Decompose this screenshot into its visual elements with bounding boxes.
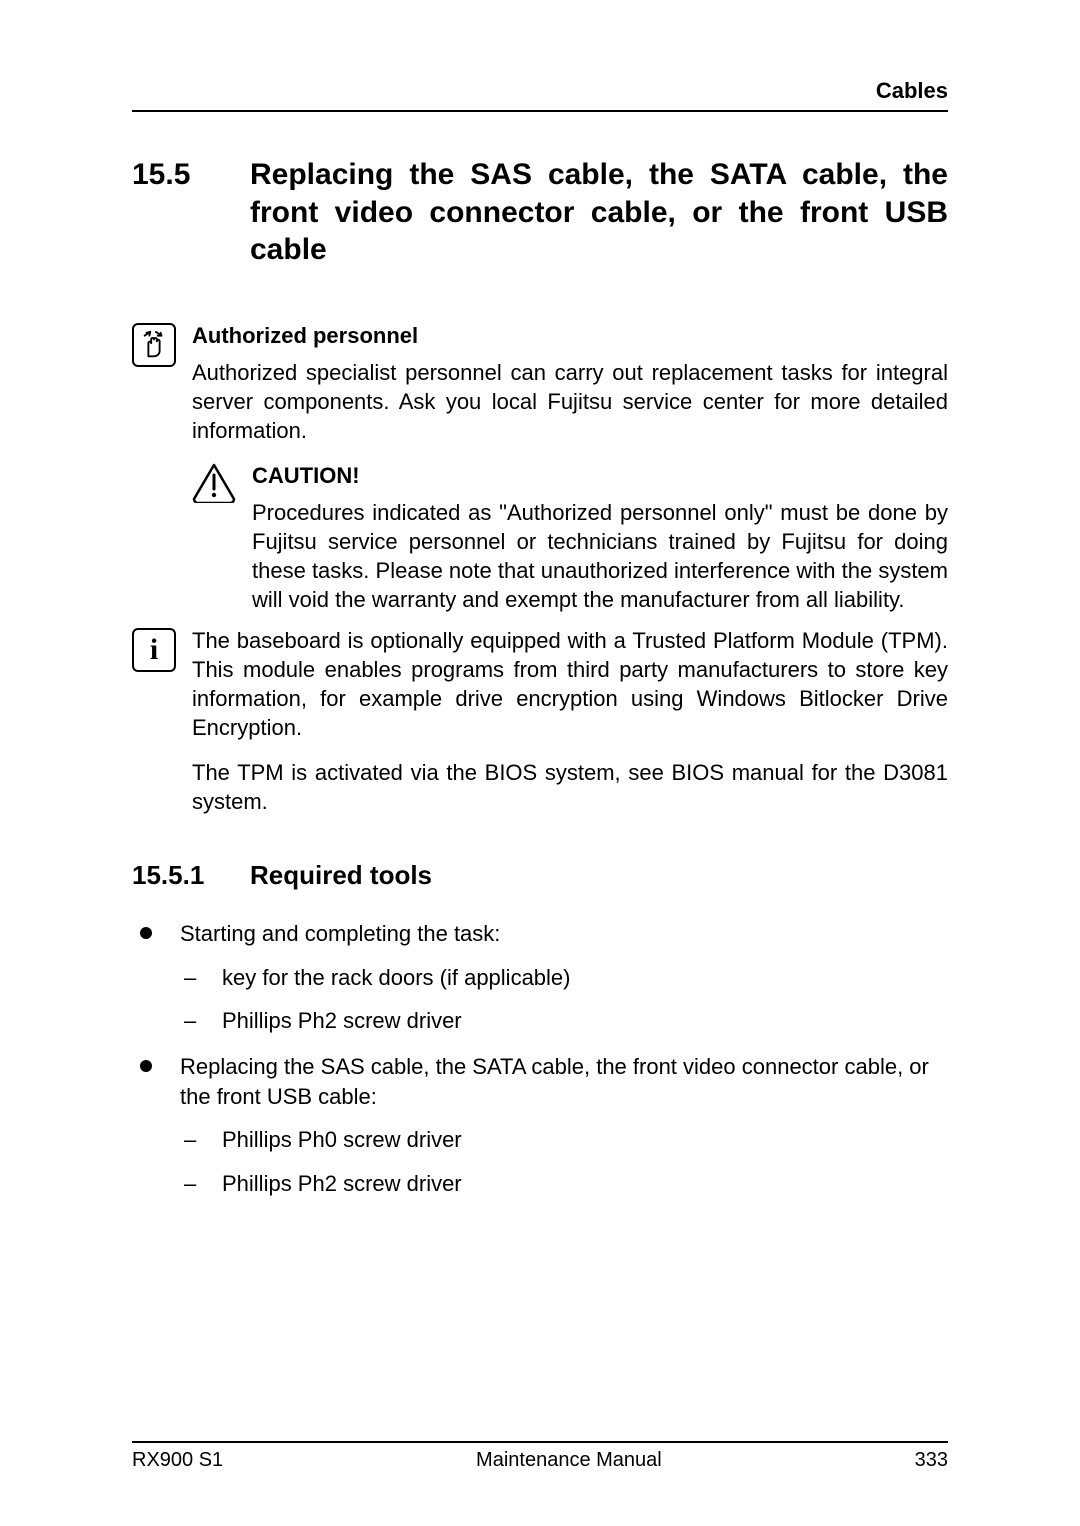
esd-hand-icon-svg [139,330,169,360]
caution-label: CAUTION! [252,461,948,490]
info-p1: The baseboard is optionally equipped wit… [192,626,948,742]
header-chapter-label: Cables [132,78,948,104]
footer-page-number: 333 [915,1449,948,1472]
list-item: Starting and completing the task: key fo… [132,919,948,1036]
authorized-note: Authorized personnel Authorized speciali… [132,321,948,614]
tools-group2-lead: Replacing the SAS cable, the SATA cable,… [180,1054,929,1109]
footer-row: RX900 S1 Maintenance Manual 333 [132,1449,948,1472]
info-text: The baseboard is optionally equipped wit… [192,626,948,816]
tools-list: Starting and completing the task: key fo… [132,919,948,1199]
authorized-label: Authorized personnel [192,321,948,350]
list-item: Replacing the SAS cable, the SATA cable,… [132,1052,948,1199]
header-rule [132,110,948,112]
info-note: i The baseboard is optionally equipped w… [132,626,948,816]
esd-icon-col [132,321,192,367]
subsection-number: 15.5.1 [132,860,250,891]
caution-body: Procedures indicated as "Authorized pers… [252,498,948,614]
subsection-title: Required tools [250,860,432,891]
section-number: 15.5 [132,156,250,194]
caution-text: CAUTION! Procedures indicated as "Author… [252,461,948,614]
caution-triangle-icon [192,463,236,503]
section-title: Replacing the SAS cable, the SATA cable,… [250,156,948,269]
list-item: Phillips Ph0 screw driver [180,1125,948,1155]
info-icon-col: i [132,626,192,672]
list-item: key for the rack doors (if applicable) [180,963,948,993]
subsection-heading: 15.5.1 Required tools [132,860,948,891]
info-p2: The TPM is activated via the BIOS system… [192,758,948,816]
caution-block: CAUTION! Procedures indicated as "Author… [192,461,948,614]
caution-icon-col [192,461,252,503]
footer-rule [132,1441,948,1443]
list-item: Phillips Ph2 screw driver [180,1169,948,1199]
footer-doc-title: Maintenance Manual [476,1449,662,1472]
tools-group1-items: key for the rack doors (if applicable) P… [180,963,948,1036]
authorized-text: Authorized personnel Authorized speciali… [192,321,948,614]
authorized-body: Authorized specialist personnel can carr… [192,358,948,445]
tools-group1-lead: Starting and completing the task: [180,921,500,946]
info-icon-glyph: i [150,635,158,665]
footer-product: RX900 S1 [132,1449,223,1472]
section-heading: 15.5 Replacing the SAS cable, the SATA c… [132,156,948,269]
tools-group2-items: Phillips Ph0 screw driver Phillips Ph2 s… [180,1125,948,1198]
info-icon: i [132,628,176,672]
list-item: Phillips Ph2 screw driver [180,1006,948,1036]
page-footer: RX900 S1 Maintenance Manual 333 [132,1441,948,1472]
esd-hand-icon [132,323,176,367]
document-page: Cables 15.5 Replacing the SAS cable, the… [0,0,1080,1526]
